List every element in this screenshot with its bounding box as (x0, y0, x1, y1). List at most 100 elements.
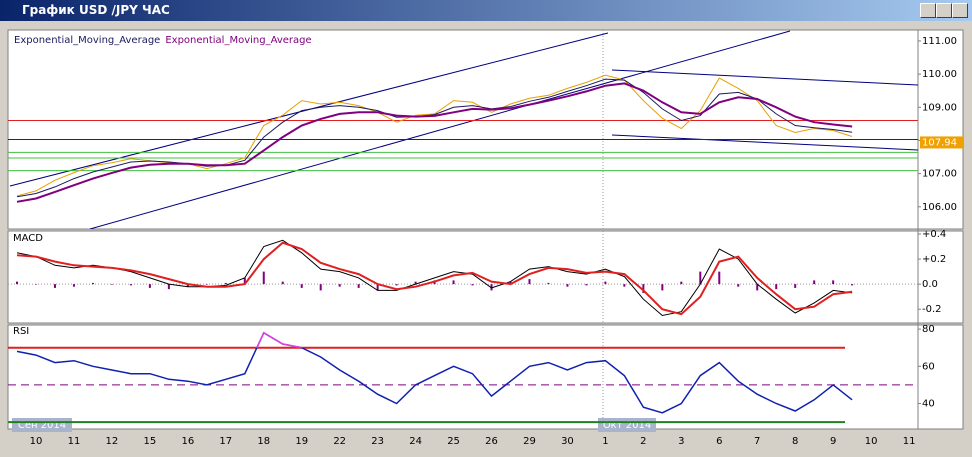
series-line (16, 331, 853, 414)
histogram-bar (471, 284, 474, 286)
histogram-bar (452, 280, 455, 285)
legend-entry: Exponential_Moving_Average (165, 35, 311, 46)
last-price-box (920, 136, 964, 149)
histogram-bar (737, 284, 740, 287)
y-tick-label: 106.00 (922, 202, 957, 213)
x-tick-label: 7 (754, 436, 760, 447)
x-tick-label: 24 (409, 436, 422, 447)
histogram-bar (851, 284, 854, 286)
histogram-bar (509, 281, 512, 285)
histogram-bar (148, 284, 151, 288)
x-tick-label: 15 (144, 436, 157, 447)
histogram-bar (186, 284, 189, 287)
x-tick-label: 12 (106, 436, 119, 447)
histogram-bar (661, 284, 664, 291)
y-tick-label: 107.00 (922, 169, 957, 180)
month-label: Окт 2014 (603, 420, 651, 431)
minimize-button[interactable] (920, 3, 936, 18)
y-tick-label: +0.2 (922, 254, 946, 265)
histogram-bar (319, 284, 322, 291)
histogram-bar (585, 284, 588, 286)
histogram-bar (167, 284, 170, 290)
y-tick-label: 111.00 (922, 36, 957, 47)
histogram-bar (623, 284, 626, 287)
plot-area (8, 239, 918, 317)
x-tick-label: 9 (830, 436, 836, 447)
histogram-bar (794, 284, 797, 288)
histogram-bar (16, 281, 19, 285)
histogram-bar (72, 284, 75, 287)
last-price-label: 107.94 (922, 137, 957, 148)
plot-area (8, 74, 918, 203)
trend-line (611, 69, 918, 86)
x-tick-label: 19 (295, 436, 308, 447)
trend-line (611, 134, 918, 151)
histogram-bar (205, 284, 208, 285)
x-tick-label: 25 (447, 436, 460, 447)
trend-line (89, 30, 791, 229)
x-tick-label: 23 (371, 436, 384, 447)
series-line (16, 78, 853, 198)
y-tick-label: +0.4 (922, 229, 946, 240)
x-tick-label: 11 (903, 436, 916, 447)
histogram-bar (300, 284, 303, 288)
panel-title: RSI (13, 326, 29, 337)
x-tick-label: 26 (485, 436, 498, 447)
x-tick-label: 18 (257, 436, 270, 447)
histogram-bar (642, 284, 645, 293)
y-tick-label: 80 (922, 324, 935, 335)
series-line (16, 82, 853, 203)
histogram-bar (53, 284, 56, 288)
histogram-bar (813, 280, 816, 285)
y-tick-label: -0.2 (922, 304, 942, 315)
x-tick-label: 22 (333, 436, 346, 447)
y-tick-label: 109.00 (922, 102, 957, 113)
histogram-bar (224, 282, 227, 285)
histogram-bar (338, 284, 341, 287)
close-button[interactable] (952, 3, 968, 18)
title-bar: График USD /JPY ЧАС (0, 0, 972, 21)
histogram-bar (262, 271, 265, 285)
histogram-bar (110, 284, 113, 285)
histogram-bar (414, 281, 417, 285)
x-tick-label: 1 (602, 436, 608, 447)
histogram-bar (281, 281, 284, 285)
histogram-bar (775, 284, 778, 290)
histogram-bar (756, 284, 759, 291)
y-tick-label: 60 (922, 361, 935, 372)
x-tick-label: 3 (678, 436, 684, 447)
histogram-bar (243, 277, 246, 285)
macd-panel (7, 230, 964, 324)
histogram-bar (395, 284, 398, 286)
panel-title: MACD (13, 233, 43, 244)
x-tick-label: 10 (865, 436, 878, 447)
histogram-bar (718, 271, 721, 285)
histogram-bar (699, 271, 702, 285)
series-line (16, 241, 853, 316)
rsi-panel (7, 324, 964, 430)
x-tick-label: 17 (219, 436, 232, 447)
histogram-bar (357, 284, 360, 288)
maximize-button[interactable] (936, 3, 952, 18)
plot-area (8, 331, 918, 424)
histogram-bar (528, 279, 531, 285)
histogram-bar (490, 284, 493, 291)
x-tick-label: 16 (181, 436, 194, 447)
y-tick-label: 110.00 (922, 69, 957, 80)
main-panel (7, 29, 964, 230)
x-tick-label: 11 (68, 436, 81, 447)
y-tick-label: 40 (922, 399, 935, 410)
x-tick-label: 10 (30, 436, 43, 447)
month-label: Сен 2014 (18, 420, 66, 431)
histogram-bar (547, 282, 550, 285)
window-title: График USD /JPY ЧАС (22, 3, 170, 17)
histogram-bar (129, 284, 132, 286)
x-tick-label: 30 (561, 436, 574, 447)
histogram-bar (604, 281, 607, 285)
histogram-bar (91, 282, 94, 285)
y-tick-label: 0.0 (922, 279, 938, 290)
histogram-bar (680, 281, 683, 285)
x-tick-label: 29 (523, 436, 536, 447)
